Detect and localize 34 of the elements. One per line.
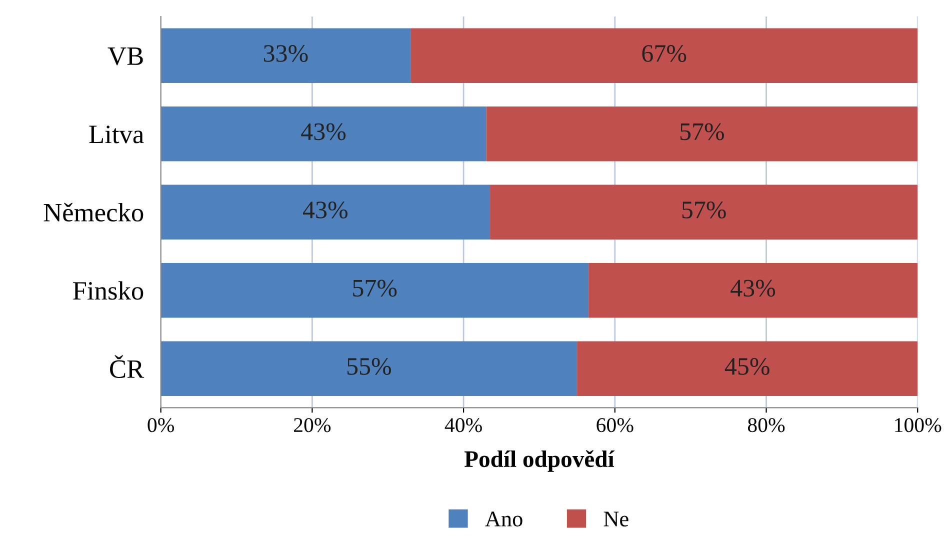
x-tick-label: 40% — [444, 418, 482, 432]
y-tick-label: ČR — [110, 355, 144, 378]
data-label: 33% — [264, 45, 308, 62]
x-tick-label: 80% — [748, 418, 785, 432]
data-label: 45% — [724, 358, 770, 375]
y-tick-label: VB — [108, 48, 143, 66]
data-label: 57% — [353, 280, 397, 297]
data-label: 57% — [680, 123, 724, 140]
data-label: 43% — [303, 202, 348, 218]
data-label: 67% — [642, 45, 686, 62]
data-label: 43% — [730, 280, 776, 297]
y-tick-label: Finsko — [73, 281, 144, 300]
legend-label: Ano — [485, 512, 522, 526]
data-label: 55% — [347, 358, 391, 375]
x-tick-label: 100% — [895, 418, 942, 432]
bar — [160, 262, 588, 318]
bar — [160, 106, 486, 162]
x-tick-label: 60% — [596, 418, 634, 432]
x-tick-label: 0% — [148, 418, 174, 432]
bar — [160, 341, 578, 396]
bar — [410, 28, 918, 84]
y-tick-label: Litva — [89, 126, 144, 144]
bar — [577, 341, 918, 396]
x-tick-label: 20% — [294, 418, 331, 432]
bar — [160, 184, 490, 240]
data-label: 43% — [301, 123, 346, 140]
x-axis-title: Podíl odpovědí — [464, 450, 615, 472]
bar — [490, 184, 918, 240]
data-label: 57% — [682, 202, 726, 218]
y-tick-label: Německo — [44, 202, 144, 222]
bar — [486, 106, 918, 162]
legend-label: Ne — [604, 512, 628, 526]
bar — [588, 262, 918, 318]
bar — [160, 28, 411, 84]
